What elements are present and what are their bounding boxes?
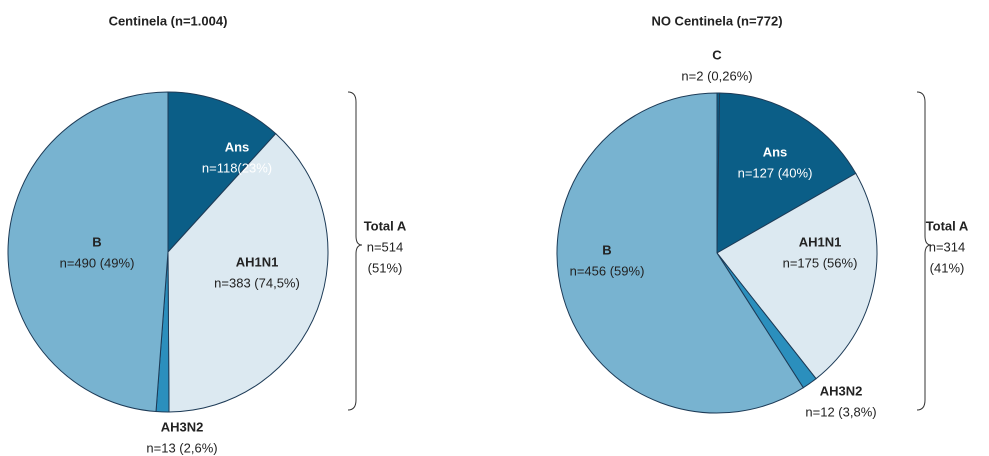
slice-label: B xyxy=(602,242,611,257)
annotation: n=514 xyxy=(367,239,404,254)
value-label: n=2 (0,26%) xyxy=(681,68,752,83)
slice-label: AH1N1 xyxy=(236,254,279,269)
annotation: (51%) xyxy=(368,260,403,275)
slice-label: AH3N2 xyxy=(161,419,204,434)
brace xyxy=(916,91,932,411)
slice-label: AH1N1 xyxy=(799,234,842,249)
brace xyxy=(347,91,363,411)
value-label: n=456 (59%) xyxy=(570,263,645,278)
value-label: n=13 (2,6%) xyxy=(146,440,217,455)
chart-title: Centinela (n=1.004) xyxy=(109,13,228,28)
value-label: n=175 (56%) xyxy=(783,255,858,270)
slice-label: C xyxy=(712,47,722,62)
value-label: n=383 (74,5%) xyxy=(214,275,300,290)
pie-slice xyxy=(167,91,277,254)
pie-slice xyxy=(167,132,329,413)
value-label: n=118(23%) xyxy=(202,160,272,175)
pie-slice xyxy=(716,92,857,254)
annotation: Total A xyxy=(364,218,407,233)
slice-label: Ans xyxy=(763,144,788,159)
pie-slice xyxy=(716,172,878,380)
slice-label: Ans xyxy=(225,139,250,154)
chart-title: NO Centinela (n=772) xyxy=(651,13,782,28)
annotation: Total A xyxy=(926,218,969,233)
annotation: n=314 xyxy=(929,239,966,254)
value-label: n=127 (40%) xyxy=(738,165,813,180)
pie-slice xyxy=(7,91,169,413)
annotation: (41%) xyxy=(930,260,965,275)
pie-slice xyxy=(556,92,804,414)
value-label: n=490 (49%) xyxy=(60,255,135,270)
value-label: n=12 (3,8%) xyxy=(805,404,876,419)
slice-label: AH3N2 xyxy=(820,383,863,398)
slice-label: B xyxy=(92,234,101,249)
